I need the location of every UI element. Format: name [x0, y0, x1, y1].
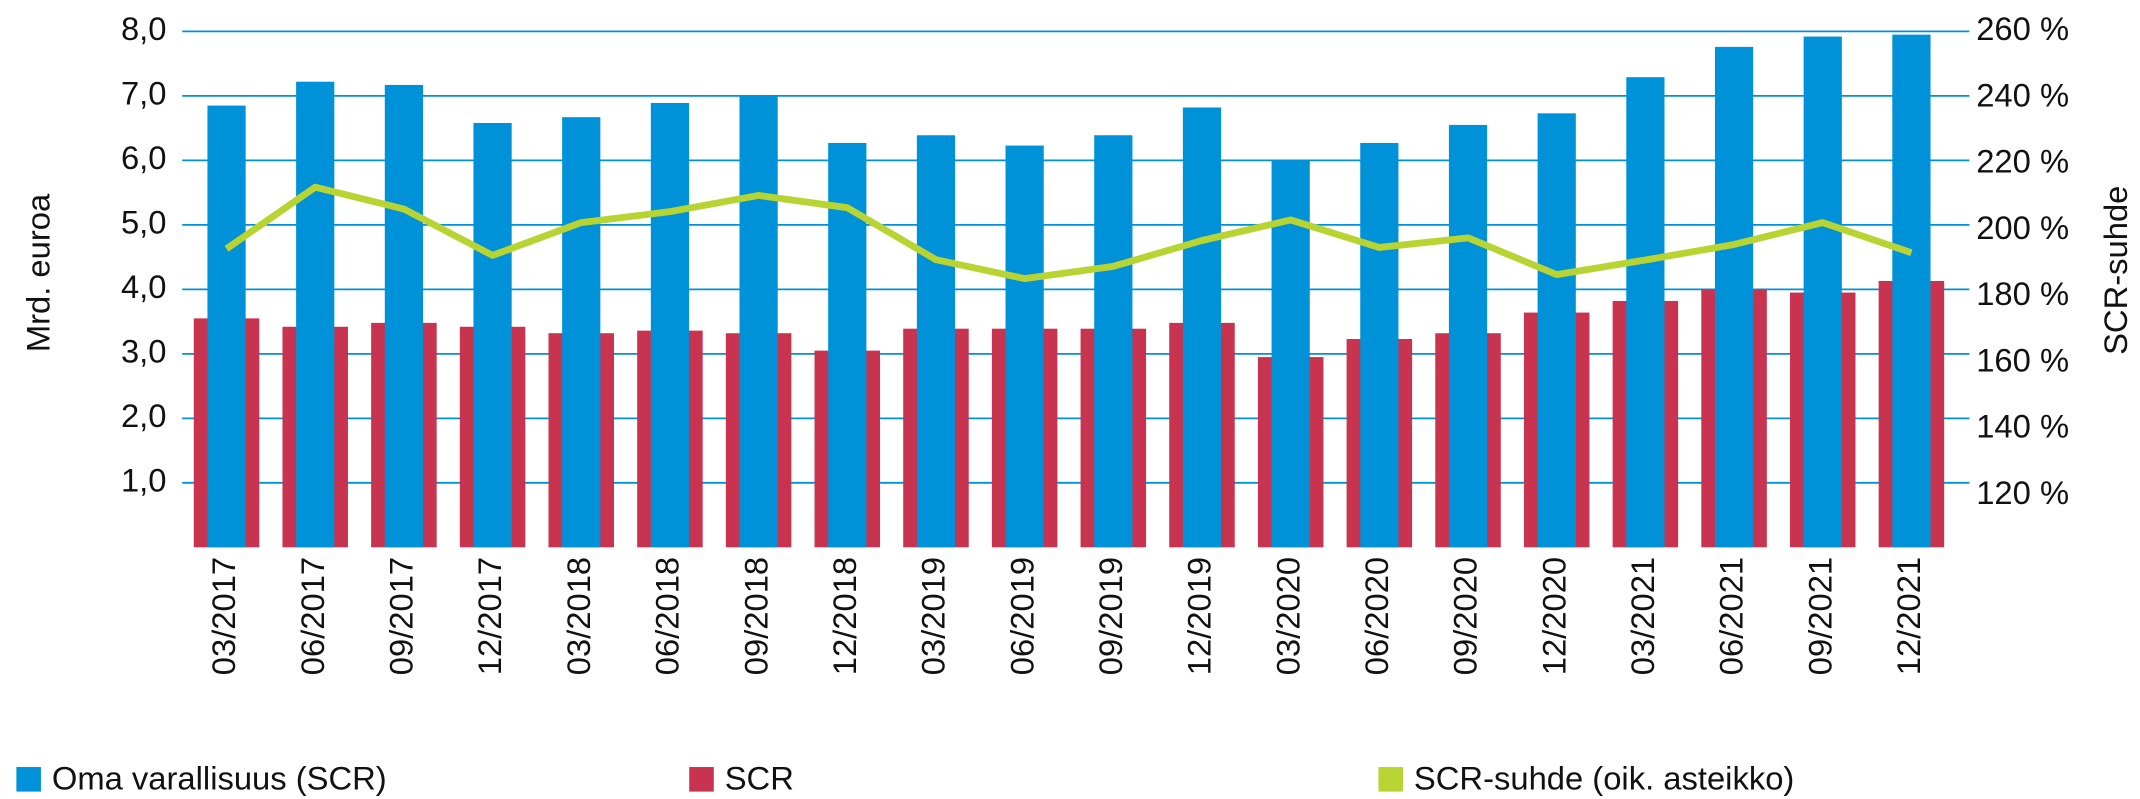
bar: [1005, 145, 1044, 548]
bar: [207, 105, 246, 548]
legend-label: SCR: [725, 759, 794, 796]
bar: [1803, 36, 1842, 548]
x-tick-label: 06/2017: [294, 557, 331, 675]
bar: [384, 84, 424, 548]
bar: [1094, 135, 1133, 548]
x-tick-label: 09/2018: [737, 557, 774, 675]
x-tick-label: 03/2021: [1624, 557, 1661, 675]
y-tick-label: 8,0: [121, 10, 167, 47]
x-tick-label: 06/2020: [1358, 557, 1395, 675]
x-tick-label: 09/2019: [1092, 557, 1129, 675]
y2-tick-label: 240 %: [1976, 76, 2069, 113]
y-axis-label: Mrd. euroa: [20, 193, 57, 352]
x-tick-label: 06/2019: [1003, 557, 1040, 675]
x-tick-label: 03/2018: [560, 557, 597, 675]
bar: [1626, 77, 1665, 548]
legend-label: Oma varallisuus (SCR): [52, 759, 387, 796]
bar: [1537, 113, 1576, 548]
x-tick-label: 12/2020: [1535, 557, 1572, 675]
bar: [473, 122, 512, 548]
legend-swatch: [1378, 767, 1404, 792]
bar: [1892, 34, 1931, 548]
bar: [1714, 46, 1754, 548]
line: [224, 183, 1913, 283]
y2-tick-label: 140 %: [1976, 408, 2069, 445]
y2-tick-label: 160 %: [1976, 341, 2069, 378]
x-tick-label: 06/2021: [1713, 557, 1750, 675]
x-tick-label: 03/2017: [205, 557, 242, 675]
y-tick-label: 6,0: [121, 139, 167, 176]
legend-label: SCR-suhde (oik. asteikko): [1414, 759, 1794, 796]
x-tick-label: 03/2020: [1269, 557, 1306, 675]
bar: [1182, 107, 1222, 548]
x-tick-label: 12/2019: [1181, 557, 1218, 675]
y-tick-label: 1,0: [121, 461, 167, 498]
y-tick-label: 4,0: [121, 268, 167, 305]
x-tick-label: 12/2017: [471, 557, 508, 675]
x-tick-label: 09/2021: [1801, 557, 1838, 675]
bar: [650, 102, 690, 548]
bar: [562, 117, 601, 548]
x-tick-label: 12/2021: [1890, 557, 1927, 675]
y2-tick-label: 120 %: [1976, 474, 2069, 511]
y-tick-label: 7,0: [121, 75, 167, 112]
bar: [296, 81, 335, 548]
bar: [739, 95, 778, 548]
x-tick-label: 09/2017: [383, 557, 420, 675]
y2-tick-label: 260 %: [1976, 10, 2069, 47]
x-tick-label: 03/2019: [915, 557, 952, 675]
y-tick-label: 3,0: [121, 333, 167, 370]
y2-tick-label: 180 %: [1976, 275, 2069, 312]
legend-swatch: [689, 767, 714, 792]
x-tick-label: 12/2018: [826, 557, 863, 675]
y-tick-label: 2,0: [121, 397, 167, 434]
legend-swatch: [16, 767, 41, 792]
y2-tick-label: 220 %: [1976, 143, 2069, 180]
bar: [916, 135, 956, 548]
x-tick-label: 09/2020: [1447, 557, 1484, 675]
y-tick-label: 5,0: [121, 204, 167, 241]
x-tick-label: 06/2018: [649, 557, 686, 675]
y2-axis-label: SCR-suhde: [2097, 186, 2134, 355]
y2-tick-label: 200 %: [1976, 209, 2069, 246]
bar: [1360, 142, 1399, 548]
bar: [1448, 124, 1488, 548]
